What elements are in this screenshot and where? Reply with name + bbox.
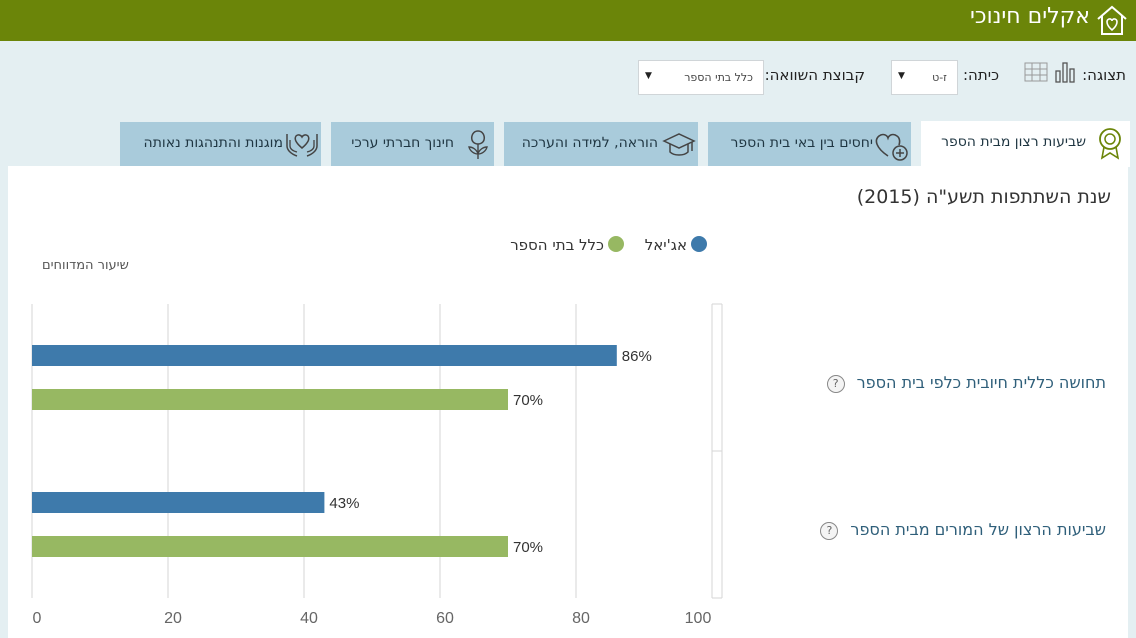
tab-social-values[interactable]: חינוך חברתי ערכי <box>331 122 494 166</box>
class-label: כיתה: <box>963 66 999 84</box>
y-axis-caption: שיעור המדווחים <box>42 258 129 273</box>
page-title: שנת השתתפות תשע"ה (2015) <box>856 186 1111 208</box>
bar <box>32 389 508 410</box>
data-label: 70% <box>513 539 543 556</box>
hands-heart-icon <box>286 134 318 157</box>
compare-select[interactable]: כלל בתי הספר ▼ <box>638 60 764 95</box>
x-tick-label: 40 <box>300 610 318 627</box>
x-tick-label: 60 <box>436 610 454 627</box>
category-tabs: שביעות רצון מבית הספר יחסים בין באי בית … <box>0 121 1136 167</box>
table-view-icon[interactable] <box>1024 62 1048 82</box>
category-label-2: שביעות הרצון של המורים מבית הספר? <box>820 520 1106 540</box>
x-tick-label: 0 <box>33 610 42 627</box>
bar-chart-icon[interactable] <box>1054 61 1076 83</box>
category-text: שביעות הרצון של המורים מבית הספר <box>850 520 1106 539</box>
tab-label: הוראה, למידה והערכה <box>521 135 658 151</box>
heart-plus-icon <box>875 133 908 161</box>
tab-label: חינוך חברתי ערכי <box>351 135 454 151</box>
tab-school-satisfaction[interactable]: שביעות רצון מבית הספר <box>921 121 1130 167</box>
bar <box>32 536 508 557</box>
chevron-down-icon: ▼ <box>898 71 905 81</box>
x-tick-label: 20 <box>164 610 182 627</box>
bar <box>32 345 617 366</box>
help-icon[interactable]: ? <box>820 522 839 540</box>
data-label: 86% <box>622 348 652 365</box>
data-label: 43% <box>329 495 359 512</box>
award-icon <box>1099 128 1121 160</box>
tab-label: יחסים בין באי בית הספר <box>730 135 873 151</box>
compare-label: קבוצת השוואה: <box>764 66 865 84</box>
display-label: תצוגה: <box>1082 66 1126 84</box>
legend-dot-icon <box>691 236 707 252</box>
legend-dot-icon <box>608 236 624 252</box>
flower-icon <box>468 130 488 159</box>
class-select-value: ז-ט <box>932 71 947 84</box>
house-heart-icon <box>1097 5 1127 35</box>
legend-label: אג'יאל <box>644 236 687 254</box>
x-tick-label: 100 <box>685 610 712 627</box>
bar-chart: 0 20 40 60 80 100 86% 70% 43% 70% <box>31 303 723 627</box>
filters-bar: תצוגה: כיתה: ז-ט ▼ קבוצת השוואה: כלל בתי… <box>0 41 1136 121</box>
data-label: 70% <box>513 392 543 409</box>
class-select[interactable]: ז-ט ▼ <box>891 60 958 95</box>
category-text: תחושה כללית חיובית כלפי בית הספר <box>856 373 1106 392</box>
category-label-1: תחושה כללית חיובית כלפי בית הספר? <box>826 373 1106 393</box>
bar <box>32 492 325 513</box>
x-tick-label: 80 <box>572 610 590 627</box>
help-icon[interactable]: ? <box>826 375 845 393</box>
tab-safety-behavior[interactable]: מוגנות והתנהגות נאותה <box>120 122 321 166</box>
tab-relationships[interactable]: יחסים בין באי בית הספר <box>708 122 911 166</box>
app-header: אקלים חינוכי <box>0 0 1136 41</box>
tab-label: שביעות רצון מבית הספר <box>941 134 1086 150</box>
chevron-down-icon: ▼ <box>645 71 652 81</box>
legend-item-all[interactable]: כלל בתי הספר <box>510 236 624 254</box>
app-title: אקלים חינוכי <box>970 4 1090 29</box>
legend-label: כלל בתי הספר <box>510 236 604 254</box>
compare-select-value: כלל בתי הספר <box>684 71 753 84</box>
legend-item-school[interactable]: אג'יאל <box>645 236 707 254</box>
graduation-cap-icon <box>662 133 696 156</box>
tab-teaching-learning[interactable]: הוראה, למידה והערכה <box>504 122 698 166</box>
tab-label: מוגנות והתנהגות נאותה <box>143 135 283 151</box>
